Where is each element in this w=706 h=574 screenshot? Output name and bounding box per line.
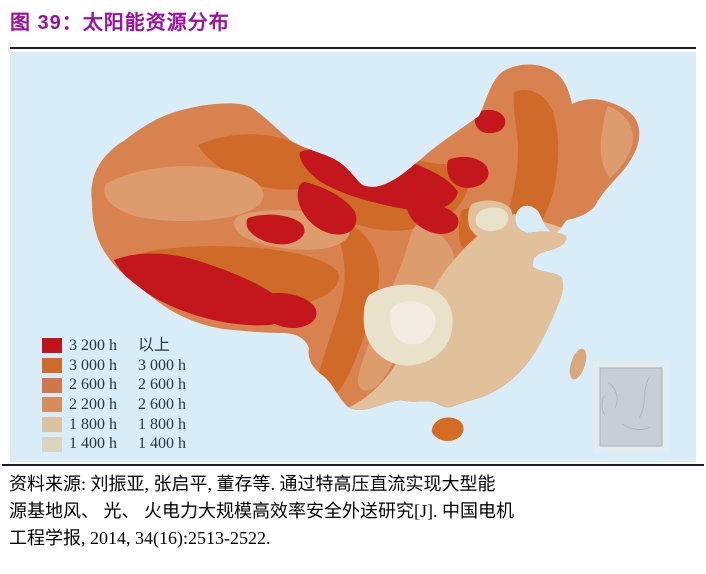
legend-range-max: 2 600 h <box>138 376 186 394</box>
legend-swatch-color <box>42 417 62 433</box>
source-line-3: 工程学报, 2014, 34(16):2513-2522. <box>9 528 271 548</box>
legend-row: 1 800 h 1 800 h <box>42 415 186 435</box>
legend-swatch <box>42 358 62 374</box>
legend-swatch-color <box>42 338 62 354</box>
zone-3200-gansu-lobe <box>297 182 357 235</box>
source-rule <box>2 464 704 466</box>
legend-range-min: 1 400 h <box>69 435 117 453</box>
legend-row: 1 400 h 1 400 h <box>42 434 186 454</box>
figure-title: 图 39：太阳能资源分布 <box>10 12 230 34</box>
legend-range-max: 3 000 h <box>138 356 186 374</box>
zone-3200-northeast-patch <box>474 109 506 134</box>
legend-range-max: 1 400 h <box>138 435 186 453</box>
map-legend: 3 200 h 以上 3 000 h 3 000 h 2 600 h 2 600… <box>42 336 186 454</box>
legend-swatch-color <box>42 377 62 393</box>
legend-swatch <box>42 397 62 413</box>
legend-swatch-color <box>42 436 62 452</box>
zone-3000-central-band <box>317 219 379 396</box>
legend-range-max: 2 600 h <box>138 396 186 414</box>
legend-range-max: 以上 <box>138 337 171 354</box>
zone-3000-northeast-band <box>504 90 559 245</box>
taiwan-island <box>569 348 587 380</box>
china-solar-map <box>10 52 696 462</box>
title-rule <box>10 47 696 49</box>
legend-range-min: 3 000 h <box>69 356 117 374</box>
legend-swatch <box>42 338 62 354</box>
legend-swatch <box>42 377 62 393</box>
legend-range-min: 2 200 h <box>69 396 117 414</box>
legend-range-min: 3 200 h <box>69 337 117 354</box>
south-china-sea-inset <box>593 361 669 453</box>
zone-2200-tarim <box>104 166 264 222</box>
inset-coastlines <box>601 375 651 431</box>
zone-3200-inner-mongolia-east <box>447 156 489 188</box>
legend-swatch <box>42 436 62 452</box>
source-line-1: 资料来源: 刘振亚, 张启平, 董存等. 通过特高压直流实现大型能 <box>9 474 496 494</box>
legend-swatch <box>42 417 62 433</box>
zone-2200-ussuri-strip <box>600 106 634 178</box>
legend-range-max: 1 800 h <box>138 415 186 433</box>
zone-3200-qinghai-patch <box>246 214 305 245</box>
legend-swatch-color <box>42 358 62 374</box>
zone-1400-sichuan-core <box>389 301 436 345</box>
legend-range-min: 2 600 h <box>69 376 117 394</box>
map-panel: 3 200 h 以上 3 000 h 3 000 h 2 600 h 2 600… <box>10 52 696 462</box>
legend-swatch-color <box>42 397 62 413</box>
source-citation: 资料来源: 刘振亚, 张启平, 董存等. 通过特高压直流实现大型能 源基地风、 … <box>9 471 699 552</box>
legend-row: 3 200 h 以上 <box>42 336 186 356</box>
zone-3200-tibet-east <box>258 293 317 329</box>
zone-1400-beijing-patch <box>475 207 509 232</box>
legend-row: 2 600 h 2 600 h <box>42 375 186 395</box>
legend-range-min: 1 800 h <box>69 415 117 433</box>
hainan-island <box>431 417 464 442</box>
zone-3200-hetao-tongue <box>406 200 459 234</box>
legend-row: 3 000 h 3 000 h <box>42 356 186 376</box>
inset-box <box>599 367 663 447</box>
legend-row: 2 200 h 2 600 h <box>42 395 186 415</box>
source-line-2: 源基地风、 光、 火电力大规模高效率安全外送研究[J]. 中国电机 <box>9 501 514 521</box>
zone-3200-tibet-southwest <box>114 253 287 326</box>
